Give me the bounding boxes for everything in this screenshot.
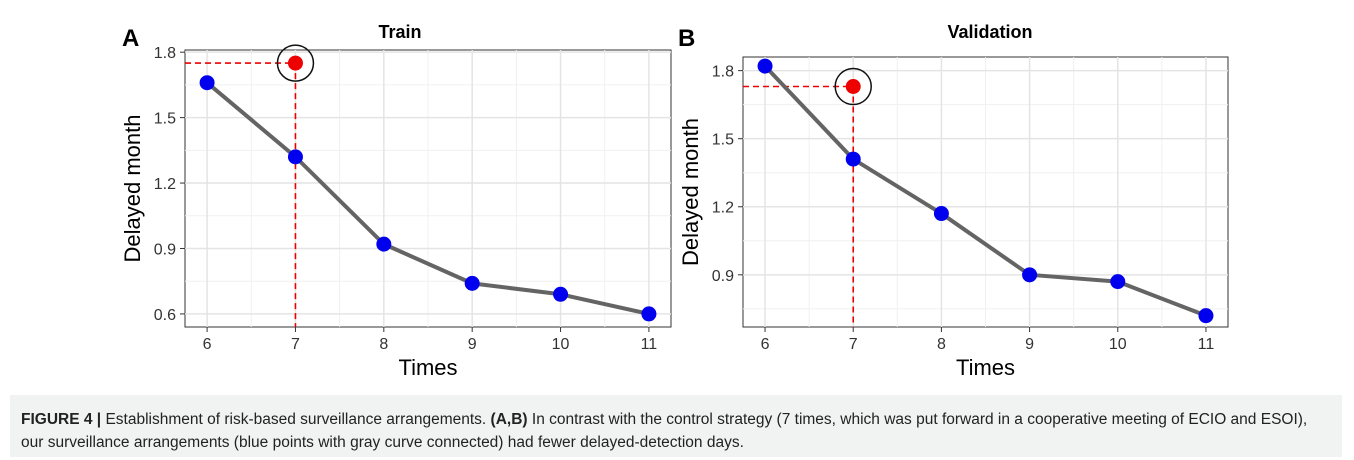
- y-tick-label: 1.5: [154, 111, 176, 128]
- data-point: [199, 75, 215, 91]
- data-point: [757, 58, 773, 74]
- y-tick-label: 1.8: [712, 64, 734, 81]
- highlight-point: [845, 78, 861, 94]
- caption-text-2: In contrast with the control strategy (7…: [21, 411, 1308, 451]
- x-tick-label: 10: [552, 336, 570, 353]
- highlight-ring: [276, 44, 315, 82]
- caption-figure-label: FIGURE 4 |: [21, 411, 102, 428]
- caption-panels-ref: (A,B): [490, 411, 528, 428]
- x-tick-label: 8: [937, 336, 946, 353]
- chart-title: Validation: [947, 22, 1032, 42]
- data-point: [376, 236, 392, 252]
- data-point: [1022, 267, 1038, 283]
- x-tick-label: 9: [468, 336, 477, 353]
- panel-a: 6 7 8 9 10 11 0.6 0.9 1.2 1.5 1.8 Times Delayed mont…: [120, 22, 672, 380]
- highlight-point: [287, 55, 303, 71]
- data-point: [1198, 308, 1214, 324]
- y-tick-label: 0.9: [712, 268, 734, 285]
- series-line: [763, 64, 1207, 318]
- x-tick-label: 11: [1198, 336, 1215, 353]
- y-tick-label: 1.2: [154, 176, 176, 193]
- y-axis-label: Delayed month: [678, 118, 703, 266]
- x-tick-label: 11: [641, 336, 658, 353]
- data-point: [464, 275, 480, 291]
- x-axis-label: Times: [956, 355, 1015, 380]
- data-point: [287, 149, 303, 165]
- x-tick-label: 6: [761, 336, 770, 353]
- data-point: [1110, 274, 1126, 290]
- panel-label: A: [122, 25, 139, 52]
- chart-area: 6 7 8 9 10 11 0.6 0.9 1.2 1.5 1.8 Times Delayed mont…: [120, 22, 1229, 380]
- highlight-ring: [834, 67, 872, 106]
- chart-title: Train: [378, 22, 421, 42]
- x-axis-label: Times: [398, 355, 457, 380]
- data-point: [553, 286, 569, 302]
- y-tick-label: 0.6: [154, 307, 176, 324]
- panel-label: B: [678, 25, 695, 52]
- x-tick-label: 9: [1025, 336, 1034, 353]
- y-tick-label: 1.8: [154, 45, 176, 62]
- x-tick-label: 8: [379, 336, 388, 353]
- data-point: [641, 306, 657, 322]
- panel-b: 6 7 8 9 10 11 0.9 1.2 1.5 1.8 Times Delayed month Va…: [678, 22, 1229, 380]
- y-axis-label: Delayed month: [120, 115, 145, 263]
- figure-caption: FIGURE 4 | Establishment of risk-based s…: [10, 395, 1342, 457]
- caption-text-1: Establishment of risk-based surveillance…: [101, 411, 491, 428]
- x-tick-label: 7: [291, 336, 300, 353]
- x-tick-label: 6: [203, 336, 212, 353]
- data-point: [933, 206, 949, 222]
- x-tick-label: 7: [849, 336, 858, 353]
- y-tick-label: 1.5: [712, 132, 734, 149]
- data-point: [845, 151, 861, 167]
- y-tick-label: 1.2: [712, 200, 734, 217]
- x-tick-label: 10: [1109, 336, 1127, 353]
- y-tick-label: 0.9: [154, 241, 176, 258]
- series-line: [205, 81, 650, 316]
